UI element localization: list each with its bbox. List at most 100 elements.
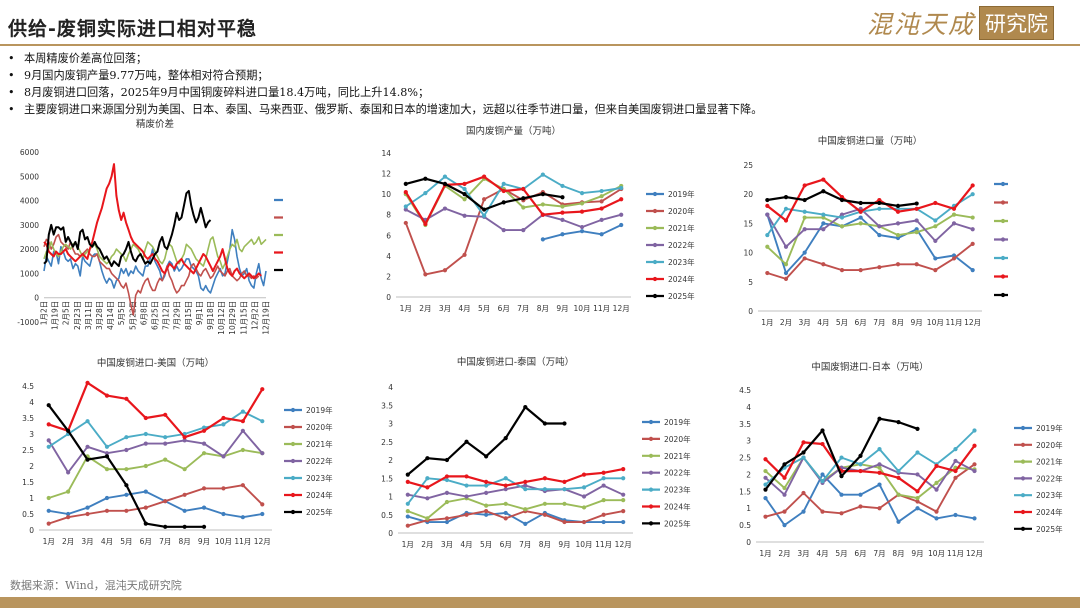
- y-tick-label: 3000: [20, 221, 39, 230]
- data-point: [877, 506, 882, 511]
- series-line: [48, 410, 263, 448]
- data-point: [581, 472, 587, 477]
- data-point: [124, 447, 129, 453]
- legend-marker: [1020, 493, 1026, 498]
- y-tick-label: 0: [386, 293, 391, 302]
- data-point: [895, 221, 901, 226]
- data-point: [462, 192, 467, 197]
- legend-item: 2019年: [646, 189, 695, 199]
- data-point: [951, 256, 957, 261]
- data-point: [260, 419, 265, 424]
- data-point: [560, 217, 565, 222]
- data-point: [560, 232, 565, 237]
- data-point: [601, 470, 606, 475]
- legend-item: 2022年: [994, 237, 1008, 242]
- data-point: [143, 431, 148, 437]
- data-point: [621, 498, 626, 503]
- x-tick-label: 6月: [854, 549, 866, 558]
- legend-item: 2022年: [274, 216, 283, 219]
- y-tick-label: 3.5: [381, 401, 393, 410]
- data-point: [501, 200, 506, 205]
- data-point: [601, 519, 606, 525]
- data-point: [821, 215, 826, 220]
- data-point: [423, 191, 428, 196]
- legend-label: 2023年: [668, 257, 695, 267]
- data-point: [802, 215, 807, 220]
- legend-item: 2024年: [994, 274, 1008, 279]
- legend-marker: [648, 470, 654, 475]
- y-tick-label: 4000: [20, 197, 39, 206]
- x-tick-label: 9月: [558, 540, 570, 549]
- x-tick-label: 9月: [556, 304, 568, 313]
- data-point: [953, 468, 958, 474]
- data-point: [914, 230, 919, 235]
- data-point: [423, 272, 428, 277]
- data-point: [482, 197, 487, 202]
- data-point: [765, 203, 770, 208]
- data-point: [425, 485, 430, 490]
- y-tick-label: 4.5: [22, 382, 34, 391]
- data-point: [260, 502, 265, 507]
- y-tick-label: 2.5: [739, 454, 751, 463]
- legend-item: 2020年: [284, 422, 333, 432]
- data-point: [972, 468, 977, 474]
- data-point: [405, 492, 410, 497]
- x-tick-label: 3月: [81, 537, 93, 546]
- legend-item: 2021年: [274, 198, 283, 202]
- legend-item: 2023年: [274, 233, 283, 237]
- x-tick-label: 4月: [817, 318, 829, 327]
- data-point: [560, 210, 565, 215]
- data-point: [221, 422, 226, 427]
- legend-marker: [652, 191, 658, 197]
- y-tick-label: 1.5: [22, 478, 34, 487]
- data-point: [895, 209, 901, 214]
- data-point: [970, 192, 975, 197]
- legend-item: 2025年: [642, 518, 691, 528]
- legend-marker: [290, 475, 296, 481]
- data-point: [484, 454, 489, 459]
- y-tick-label: 4: [746, 403, 751, 412]
- x-tick-label: 4月14日: [106, 301, 115, 330]
- data-point: [221, 486, 226, 491]
- legend-label: 2024年: [668, 274, 695, 284]
- data-point: [877, 465, 882, 470]
- source-note: 数据来源：Wind，混沌天成研究院: [10, 579, 182, 592]
- data-point: [579, 201, 585, 206]
- data-point: [163, 499, 168, 504]
- legend-marker: [1000, 255, 1006, 261]
- data-point: [201, 428, 207, 433]
- legend-item: 2023年: [994, 255, 1008, 261]
- data-point: [619, 212, 624, 217]
- data-point: [104, 393, 110, 398]
- y-tick-label: 8: [386, 211, 391, 220]
- data-point: [66, 511, 71, 517]
- legend-item: 2019年: [1014, 423, 1063, 433]
- data-point: [599, 194, 604, 199]
- series-line: [43, 189, 212, 268]
- y-tick-label: 0: [746, 538, 751, 547]
- data-point: [839, 212, 845, 217]
- data-point: [858, 492, 863, 497]
- y-tick-label: 1.5: [739, 487, 751, 496]
- data-point: [914, 227, 919, 232]
- y-tick-label: 6: [386, 231, 391, 240]
- x-tick-label: 7月: [159, 537, 171, 546]
- data-point: [425, 456, 430, 461]
- data-point: [221, 511, 226, 517]
- data-point: [763, 514, 768, 519]
- data-point: [933, 256, 938, 261]
- y-tick-label: 2: [388, 456, 393, 465]
- chart-title: 国内废铜产量（万吨）: [466, 125, 561, 137]
- series-line: [48, 484, 263, 525]
- legend-marker: [648, 453, 654, 458]
- data-point: [821, 221, 826, 226]
- y-tick-label: 4: [29, 398, 34, 407]
- data-point: [951, 212, 957, 217]
- data-point: [802, 250, 807, 255]
- bullet-item: 主要废铜进口来源国分别为美国、日本、泰国、马来西亚、俄罗斯、泰国和日本的增速加大…: [8, 101, 762, 118]
- data-point: [877, 232, 882, 238]
- data-point: [914, 201, 919, 206]
- data-point: [621, 467, 626, 472]
- y-tick-label: 0.5: [381, 511, 393, 520]
- x-tick-label: 6月: [500, 540, 512, 549]
